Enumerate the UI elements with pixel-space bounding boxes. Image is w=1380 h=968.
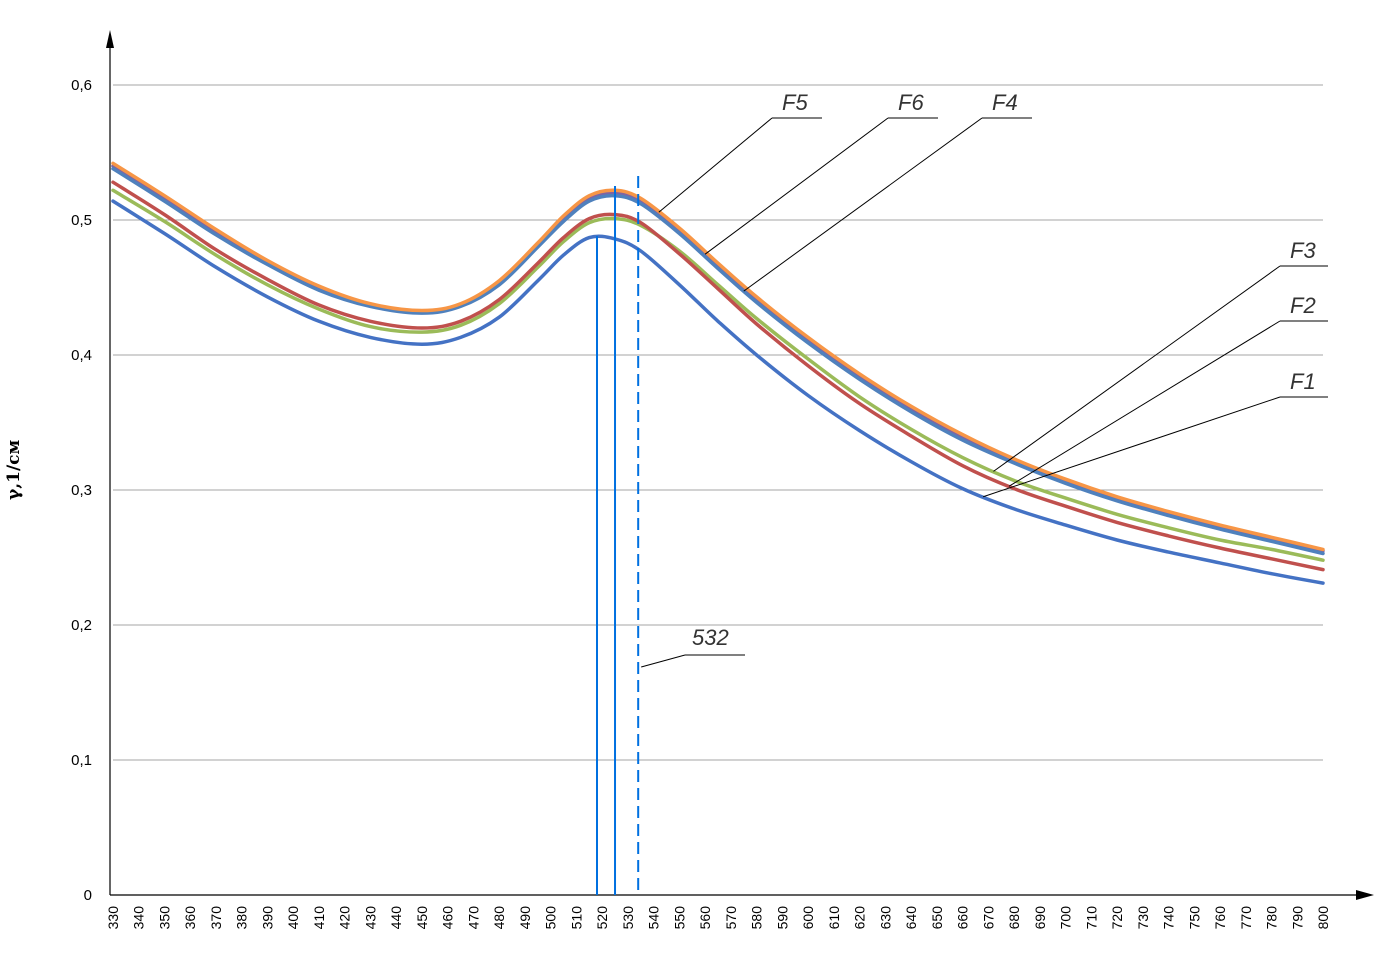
x-tick-label: 400	[285, 906, 301, 930]
x-tick-label: 410	[311, 906, 327, 930]
x-tick-label: 790	[1289, 906, 1305, 930]
x-tick-label: 590	[774, 906, 790, 930]
x-tick-label: 440	[388, 906, 404, 930]
series-line-f5	[111, 161, 1325, 552]
vertical-marker-lines: 532	[596, 176, 745, 895]
y-tick-label: 0,1	[71, 752, 92, 769]
x-tick-label: 330	[105, 906, 121, 930]
x-tick-label: 760	[1212, 906, 1228, 930]
x-tick-label: 390	[259, 906, 275, 930]
x-tick-label: 480	[491, 906, 507, 930]
y-tick-label: 0	[84, 887, 92, 904]
x-tick-label: 530	[620, 906, 636, 930]
x-tick-label: 660	[955, 906, 971, 930]
callout-label-f1: F1	[1290, 369, 1316, 394]
x-tick-label: 380	[234, 906, 250, 930]
x-tick-label: 570	[723, 906, 739, 930]
y-axis-arrow	[106, 30, 114, 48]
x-tick-label: 610	[826, 906, 842, 930]
callout-label-f6: F6	[898, 90, 924, 115]
x-tick-label: 620	[852, 906, 868, 930]
x-tick-label: 460	[440, 906, 456, 930]
callout-label-f5: F5	[782, 90, 808, 115]
x-tick-label: 490	[517, 906, 533, 930]
x-tick-label: 420	[337, 906, 353, 930]
x-tick-label: 450	[414, 906, 430, 930]
x-tick-label: 510	[568, 906, 584, 930]
x-tick-label: 430	[362, 906, 378, 930]
x-tick-label: 360	[182, 906, 198, 930]
x-tick-label: 690	[1032, 906, 1048, 930]
y-ticks: 0 0,1 0,2 0,3 0,4 0,5 0,6	[71, 77, 92, 904]
series-line-f2	[111, 180, 1325, 572]
x-tick-label: 720	[1109, 906, 1125, 930]
y-tick-label: 0,3	[71, 482, 92, 499]
series-line-f6	[111, 164, 1325, 553]
x-tick-label: 740	[1161, 906, 1177, 930]
leader-line	[641, 654, 686, 668]
x-tick-label: 630	[877, 906, 893, 930]
axes	[106, 30, 1374, 900]
callout-label-f4: F4	[992, 90, 1018, 115]
series-line-f4	[111, 166, 1325, 556]
callout-leader-f5	[658, 117, 773, 213]
x-tick-label: 370	[208, 906, 224, 930]
x-tick-label: 340	[131, 906, 147, 930]
y-tick-label: 0,5	[71, 212, 92, 229]
callout-leader-f3	[993, 265, 1281, 472]
callout-leader-f6	[704, 117, 889, 255]
y-tick-label: 0,4	[71, 347, 92, 364]
x-tick-label: 650	[929, 906, 945, 930]
x-tick-label: 580	[749, 906, 765, 930]
x-tick-label: 670	[980, 906, 996, 930]
callout-label-f3: F3	[1290, 238, 1316, 263]
x-tick-label: 710	[1083, 906, 1099, 930]
x-tick-label: 780	[1264, 906, 1280, 930]
series-lines	[111, 161, 1325, 585]
x-axis-arrow	[1356, 890, 1374, 900]
series-line-f1	[111, 199, 1325, 585]
x-tick-label: 500	[543, 906, 559, 930]
x-ticks: 330 340 350 360 370 380 390 400 410 420 430 440 450 4…	[105, 906, 1331, 930]
callout-leader-f1	[983, 396, 1281, 498]
grid	[113, 84, 1323, 761]
callout-leader-f4	[743, 117, 983, 292]
callout-leader-f2	[1008, 320, 1281, 487]
x-tick-label: 520	[594, 906, 610, 930]
x-tick-label: 600	[800, 906, 816, 930]
x-tick-label: 560	[697, 906, 713, 930]
x-tick-label: 680	[1006, 906, 1022, 930]
y-tick-label: 0,2	[71, 617, 92, 634]
callout-label-f2: F2	[1290, 293, 1316, 318]
x-tick-label: 470	[465, 906, 481, 930]
x-tick-label: 350	[156, 906, 172, 930]
x-tick-label: 550	[671, 906, 687, 930]
series-callouts: F5 F6 F4 F3 F2 F1	[658, 90, 1328, 498]
x-tick-label: 750	[1186, 906, 1202, 930]
x-tick-label: 540	[646, 906, 662, 930]
x-tick-label: 770	[1238, 906, 1254, 930]
y-tick-label: 0,6	[71, 77, 92, 94]
x-tick-label: 800	[1315, 906, 1331, 930]
x-tick-label: 730	[1135, 906, 1151, 930]
vertical-line-label: 532	[692, 625, 729, 650]
x-tick-label: 700	[1058, 906, 1074, 930]
x-tick-label: 640	[903, 906, 919, 930]
